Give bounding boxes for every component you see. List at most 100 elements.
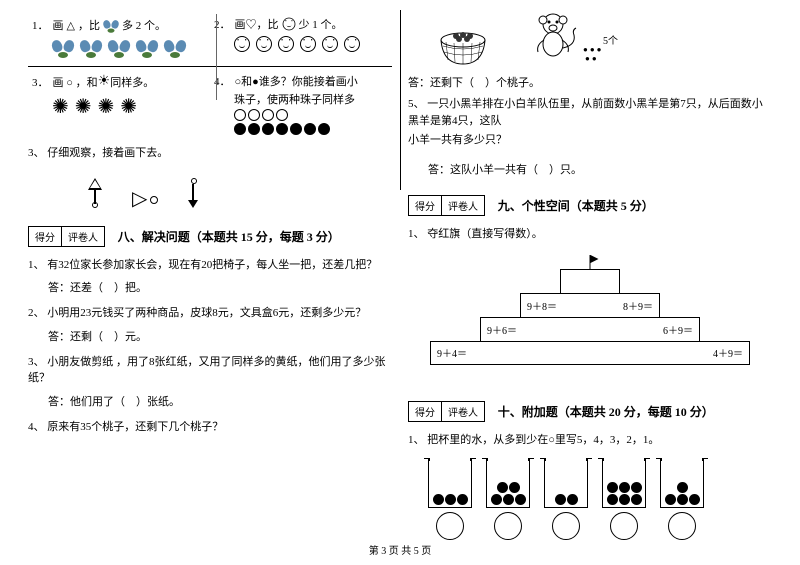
s9-q1: 1、 夺红旗（直接写得数）。 bbox=[408, 226, 772, 243]
question-shapes: 3、 仔细观察，接着画下去。 bbox=[28, 145, 392, 162]
s9q1-text: 夺红旗（直接写得数）。 bbox=[427, 228, 543, 240]
score-label: 得分 bbox=[409, 402, 442, 421]
white-dot-icon bbox=[248, 109, 260, 121]
ball-icon bbox=[433, 494, 444, 505]
question-3: 3． 画 ○ ，和 ☀ 同样多。 ✺ ✺ ✺ ✺ bbox=[28, 66, 210, 139]
answer-circle[interactable] bbox=[494, 512, 522, 540]
smiley-row bbox=[234, 36, 388, 52]
beaker-unit bbox=[486, 458, 530, 540]
right-column: ● ● ● ● ● 5个 答：还剩下（ ）个桃子。 5、 一只小黑羊排在小白羊队… bbox=[400, 10, 780, 520]
s8q3-ans: 答：他们用了（ ）张纸。 bbox=[48, 393, 392, 409]
answer-circle[interactable] bbox=[552, 512, 580, 540]
answer-circle[interactable] bbox=[436, 512, 464, 540]
q5-ans: 答：这队小羊一共有（ ）只。 bbox=[428, 161, 772, 177]
black-dot-icon bbox=[290, 123, 302, 135]
white-dot-icon bbox=[276, 109, 288, 121]
q3-text-b: 同样多。 bbox=[110, 74, 154, 90]
black-dot-icon bbox=[248, 123, 260, 135]
s8-q1: 1、 有32位家长参加家长会，现在有20把椅子，每人坐一把，还差几把？ bbox=[28, 257, 392, 274]
beaker-icon bbox=[428, 458, 472, 508]
ball-icon bbox=[491, 494, 502, 505]
q4-text-b: 珠子，使两种珠子同样多 bbox=[234, 91, 355, 107]
s8q1-ans: 答：还差（ ）把。 bbox=[48, 279, 392, 295]
black-dot-icon bbox=[262, 123, 274, 135]
ball-icon bbox=[503, 494, 514, 505]
ball-icon bbox=[555, 494, 566, 505]
ball-icon bbox=[607, 494, 618, 505]
page-footer: 第 3 页 共 5 页 bbox=[0, 542, 800, 557]
section-10-title: 十、附加题（本题共 20 分，每题 10 分） bbox=[498, 403, 714, 420]
ball-icon bbox=[445, 494, 456, 505]
ball-icon bbox=[619, 494, 630, 505]
sun-row: ✺ ✺ ✺ ✺ bbox=[52, 94, 206, 119]
question-2: 2． 画♡，比 少 1 个。 bbox=[210, 10, 392, 66]
score-label: 得分 bbox=[409, 196, 442, 215]
ball-icon bbox=[677, 494, 688, 505]
pyr-mid-right: 6＋9＝ bbox=[663, 322, 693, 337]
s8q4-text: 原来有35个桃子，还剩下几个桃子？ bbox=[47, 421, 223, 433]
beaker-unit bbox=[428, 458, 472, 540]
score-box: 得分 评卷人 bbox=[408, 401, 485, 422]
smiley-icon bbox=[282, 18, 295, 31]
q5-text: 一只小黑羊排在小白羊队伍里，从前面数小黑羊是第7只，从后面数小黑羊是第4只，这队 bbox=[408, 98, 763, 127]
ball-icon bbox=[665, 494, 676, 505]
ball-icon bbox=[515, 494, 526, 505]
score-box: 得分 评卷人 bbox=[408, 195, 485, 216]
pyramid-top bbox=[560, 269, 620, 293]
smiley-icon bbox=[322, 36, 338, 52]
beaker-unit bbox=[602, 458, 646, 540]
s8-q4: 4、 原来有35个桃子，还剩下几个桃子？ bbox=[28, 419, 392, 436]
black-dot-icon bbox=[318, 123, 330, 135]
answer-circle[interactable] bbox=[610, 512, 638, 540]
sun-icon: ✺ bbox=[52, 94, 69, 119]
ball-icon bbox=[631, 494, 642, 505]
butterfly-icon bbox=[103, 19, 118, 32]
pyramid-row-3: 9＋4＝ 4＋9＝ bbox=[430, 341, 750, 365]
q1-text-a: 画 bbox=[53, 17, 64, 33]
butterfly-icon bbox=[108, 38, 130, 56]
qs-text: 仔细观察，接着画下去。 bbox=[47, 147, 168, 159]
butterfly-icon bbox=[136, 38, 158, 56]
beaker-unit bbox=[544, 458, 588, 540]
white-dot-icon bbox=[262, 109, 274, 121]
question-4: 4． ○和●谁多？你能接着画小 珠子，使两种珠子同样多 bbox=[210, 66, 392, 139]
beaker-icon bbox=[602, 458, 646, 508]
smiley-icon bbox=[300, 36, 316, 52]
sun-icon: ✺ bbox=[120, 94, 137, 119]
pyramid-row-2: 9＋6＝ 6＋9＝ bbox=[480, 317, 700, 341]
pyramid-row-1: 9＋8＝ 8＋9＝ bbox=[520, 293, 660, 317]
s10q1-num: 1、 bbox=[408, 434, 425, 446]
smiley-icon bbox=[256, 36, 272, 52]
peach-ans: 答：还剩下（ ）个桃子。 bbox=[408, 74, 772, 90]
grader-label: 评卷人 bbox=[442, 402, 484, 421]
ball-icon bbox=[689, 494, 700, 505]
basket-monkey-scene: ● ● ● ● ● 5个 bbox=[408, 10, 772, 70]
white-dots-row bbox=[234, 109, 388, 121]
section-8-title: 八、解决问题（本题共 15 分，每题 3 分） bbox=[118, 228, 340, 245]
peaches-outside-icon: ● ● ● ● ● bbox=[583, 45, 602, 63]
pyr-mid-left: 9＋6＝ bbox=[487, 322, 517, 337]
s10q1-text: 把杯里的水，从多到少在○里写5，4，3，2，1。 bbox=[427, 434, 659, 446]
black-dot-icon bbox=[234, 123, 246, 135]
answer-circle[interactable] bbox=[668, 512, 696, 540]
s8q4-num: 4、 bbox=[28, 421, 45, 433]
s8q3-num: 3、 bbox=[28, 356, 45, 368]
black-dot-icon bbox=[304, 123, 316, 135]
left-column: 1． 画 △ ，比 多 2 个。 2． 画♡，比 bbox=[20, 10, 400, 520]
score-label: 得分 bbox=[29, 227, 62, 246]
ball-icon bbox=[607, 482, 618, 493]
pyr-top-right: 8＋9＝ bbox=[623, 298, 653, 313]
peach-count-label: 5个 bbox=[603, 32, 618, 47]
pyr-bot-right: 4＋9＝ bbox=[713, 345, 743, 360]
shape-cone-icon bbox=[88, 178, 102, 208]
sun-icon: ☀ bbox=[98, 73, 111, 90]
section-9-header: 得分 评卷人 九、个性空间（本题共 5 分） bbox=[408, 187, 772, 220]
q4-text-a: ○和●谁多？你能接着画小 bbox=[235, 73, 358, 89]
q1-num: 1． bbox=[32, 17, 49, 33]
beaker-icon bbox=[486, 458, 530, 508]
s8q2-num: 2、 bbox=[28, 307, 45, 319]
s-q5: 5、 一只小黑羊排在小白羊队伍里，从前面数小黑羊是第7只，从后面数小黑羊是第4只… bbox=[408, 96, 772, 129]
score-box: 得分 评卷人 bbox=[28, 226, 105, 247]
grader-label: 评卷人 bbox=[62, 227, 104, 246]
s8q2-text: 小明用23元钱买了两种商品，皮球8元，文具盒6元，还剩多少元？ bbox=[47, 307, 366, 319]
